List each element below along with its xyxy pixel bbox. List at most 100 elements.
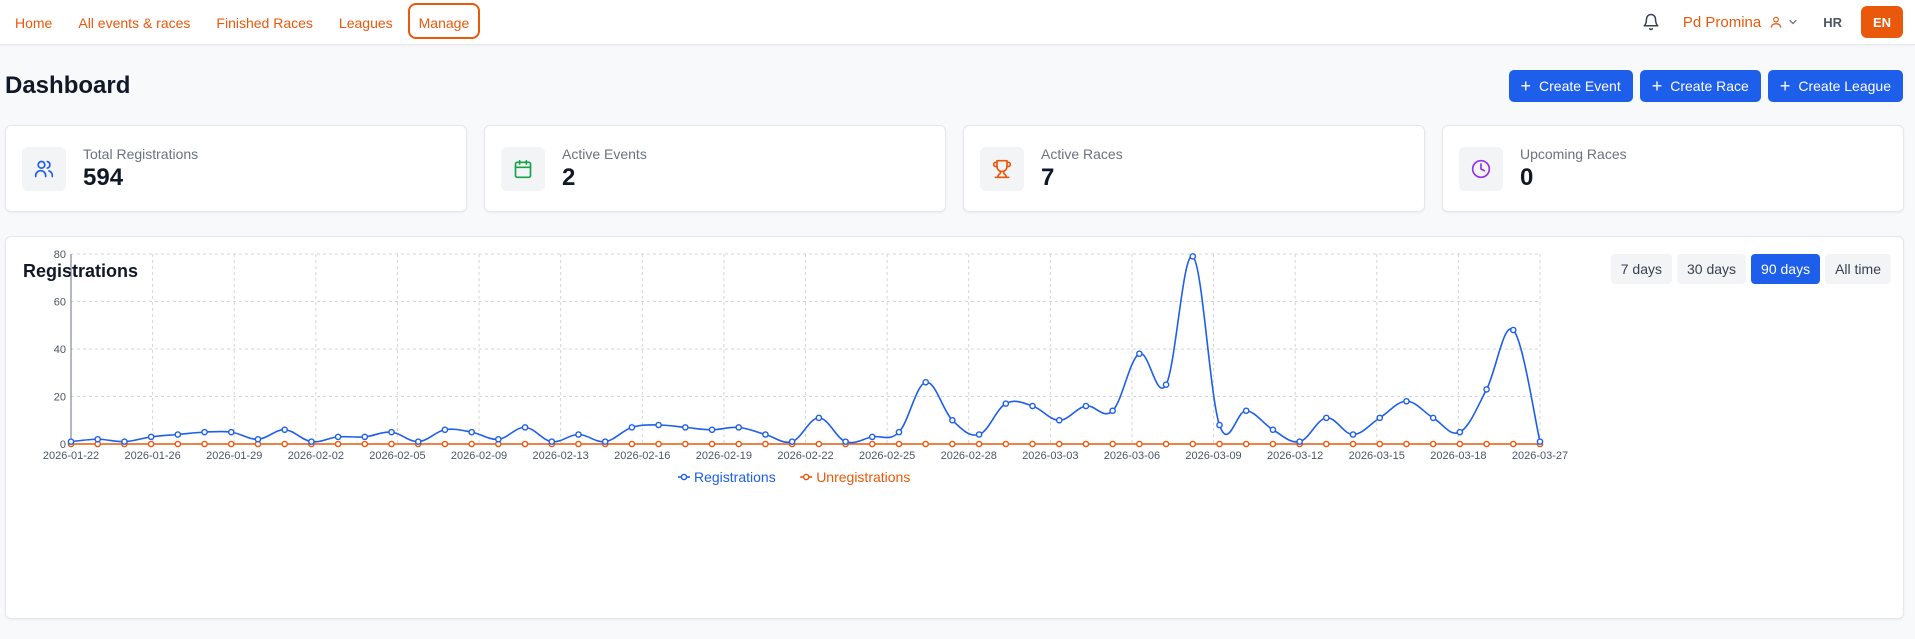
x-tick-label: 2026-03-03 <box>1022 450 1078 462</box>
data-point-unregistrations <box>1216 440 1223 448</box>
stat-cards: Total Registrations 594 Active Events 2 … <box>5 125 1904 212</box>
bell-icon[interactable] <box>1641 12 1661 32</box>
data-point-unregistrations <box>1002 440 1010 448</box>
data-point-registrations <box>868 433 876 441</box>
data-point-unregistrations <box>1349 440 1357 448</box>
data-point-unregistrations <box>735 440 743 448</box>
nav-link-finished-races[interactable]: Finished Races <box>216 15 313 31</box>
data-point-registrations <box>655 421 662 429</box>
stat-card-active-events: Active Events 2 <box>484 125 946 212</box>
data-point-registrations <box>1296 438 1303 445</box>
create-event-button[interactable]: + Create Event <box>1508 70 1633 102</box>
data-point-unregistrations <box>975 440 983 448</box>
stat-value: 7 <box>1041 163 1055 191</box>
data-point-unregistrations <box>334 440 342 448</box>
y-tick-label: 0 <box>60 439 66 451</box>
range-selector: 7 days 30 days 90 days All time <box>1610 254 1891 284</box>
data-point-registrations <box>601 438 609 445</box>
data-point-registrations <box>1536 438 1544 445</box>
data-point-registrations <box>1082 402 1090 410</box>
data-point-registrations <box>361 433 369 441</box>
data-point-unregistrations <box>895 440 903 448</box>
x-tick-label: 2026-01-29 <box>206 450 262 462</box>
data-point-registrations <box>1376 414 1384 422</box>
stat-card-total-registrations: Total Registrations 594 <box>5 125 467 212</box>
data-point-registrations <box>1055 416 1063 424</box>
data-point-registrations <box>521 424 529 431</box>
user-menu[interactable]: Pd Promina <box>1683 14 1799 31</box>
chart-title: Registrations <box>23 261 139 281</box>
trophy-icon <box>980 146 1024 191</box>
stat-value: 2 <box>562 163 576 191</box>
data-point-registrations <box>1269 426 1277 434</box>
data-point-unregistrations <box>1509 440 1517 448</box>
data-point-registrations <box>495 435 502 443</box>
data-point-unregistrations <box>815 440 823 448</box>
data-point-registrations <box>708 426 716 434</box>
nav-link-leagues[interactable]: Leagues <box>338 15 393 31</box>
data-point-registrations <box>468 428 475 436</box>
x-tick-label: 2026-02-22 <box>777 450 833 462</box>
data-point-registrations <box>1029 402 1036 410</box>
data-point-registrations <box>94 435 102 443</box>
data-point-registrations <box>1323 414 1330 422</box>
data-point-unregistrations <box>1429 440 1437 448</box>
range-7-days-button[interactable]: 7 days <box>1610 254 1672 284</box>
data-point-registrations <box>174 431 182 438</box>
range-all-time-button[interactable]: All time <box>1825 254 1891 284</box>
data-point-registrations <box>308 438 315 445</box>
x-tick-label: 2026-02-25 <box>859 450 915 462</box>
nav-link-all-events-races[interactable]: All events & races <box>78 15 191 31</box>
data-point-registrations <box>895 428 903 436</box>
nav-links: Home All events & races Finished Races L… <box>4 3 481 39</box>
data-point-registrations <box>388 428 395 436</box>
create-league-button[interactable]: + Create League <box>1767 70 1903 102</box>
data-point-unregistrations <box>922 440 929 448</box>
page-title: Dashboard <box>5 72 131 99</box>
data-point-unregistrations <box>1403 440 1410 448</box>
stat-label: Active Events <box>562 145 647 162</box>
legend-marker <box>802 473 810 481</box>
language-en-button[interactable]: EN <box>1861 6 1903 38</box>
create-race-button[interactable]: + Create Race <box>1639 70 1761 102</box>
create-event-label: Create Event <box>1539 78 1621 94</box>
legend-label-unregistrations: Unregistrations <box>816 469 910 485</box>
data-point-unregistrations <box>575 440 582 448</box>
users-icon <box>22 146 66 191</box>
x-tick-label: 2026-03-09 <box>1185 450 1241 462</box>
nav-link-home[interactable]: Home <box>15 15 53 31</box>
legend-marker <box>680 473 688 481</box>
page-actions: + Create Event + Create Race + Create Le… <box>1508 70 1903 102</box>
registrations-line-chart: 0 20 40 60 80 2026-01-22 2026-01-26 2026-01-29 2… <box>43 249 1568 485</box>
y-tick-label: 20 <box>54 392 66 404</box>
create-league-label: Create League <box>1798 78 1891 94</box>
data-point-unregistrations <box>655 440 662 448</box>
range-90-days-button[interactable]: 90 days <box>1751 254 1821 284</box>
data-point-unregistrations <box>1082 440 1090 448</box>
y-tick-label: 60 <box>54 297 66 309</box>
language-hr-button[interactable]: HR <box>1823 14 1842 30</box>
plus-icon: + <box>1651 76 1663 96</box>
user-icon <box>1769 15 1783 29</box>
data-point-registrations <box>227 428 235 436</box>
data-point-unregistrations <box>174 440 182 448</box>
data-point-registrations <box>1456 428 1464 436</box>
stat-card-active-races: Active Races 7 <box>963 125 1425 212</box>
x-tick-label: 2026-03-18 <box>1430 450 1486 462</box>
stat-value: 594 <box>83 163 124 191</box>
stat-value: 0 <box>1520 163 1534 191</box>
range-30-days-button[interactable]: 30 days <box>1677 254 1747 284</box>
data-point-unregistrations <box>682 440 689 448</box>
data-point-registrations <box>121 438 128 445</box>
data-point-unregistrations <box>388 440 395 448</box>
clock-icon <box>1459 146 1503 191</box>
x-tick-label: 2026-01-22 <box>43 450 99 462</box>
x-tick-label: 2026-03-06 <box>1104 450 1160 462</box>
data-point-unregistrations <box>441 440 449 448</box>
legend-label-registrations: Registrations <box>694 469 776 485</box>
data-point-registrations <box>1189 253 1197 260</box>
nav-link-manage[interactable]: Manage <box>407 3 481 39</box>
data-point-unregistrations <box>521 440 529 448</box>
data-point-unregistrations <box>1109 440 1116 448</box>
data-point-unregistrations <box>762 440 769 448</box>
